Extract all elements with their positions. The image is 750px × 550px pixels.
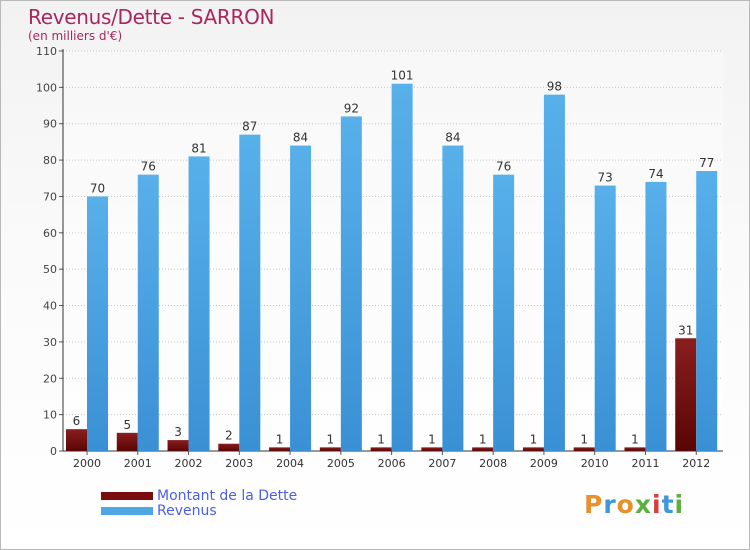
data-label-revenus: 81	[191, 141, 206, 155]
bar-revenus	[543, 94, 565, 452]
y-tick-label: 10	[43, 409, 57, 422]
legend-item-dette: Montant de la Dette	[101, 487, 298, 504]
y-tick-label: 30	[43, 336, 57, 349]
bar-dette	[116, 432, 138, 451]
data-label-revenus: 84	[293, 131, 308, 145]
x-tick-label: 2007	[428, 457, 456, 470]
x-tick-label: 2008	[479, 457, 507, 470]
bar-revenus	[290, 145, 312, 451]
bar-dette	[370, 447, 392, 451]
bar-revenus	[340, 116, 362, 452]
x-tick-label: 2006	[378, 457, 406, 470]
bar-dette	[675, 338, 697, 451]
data-label-revenus: 98	[547, 80, 562, 94]
bar-dette	[218, 443, 240, 451]
y-tick-label: 70	[43, 190, 57, 203]
x-tick-label: 2004	[276, 457, 304, 470]
data-label-revenus: 73	[598, 171, 613, 185]
x-tick-label: 2011	[631, 457, 659, 470]
data-label-revenus: 101	[391, 69, 414, 83]
logo-letter: P	[584, 490, 604, 519]
y-tick-label: 50	[43, 263, 57, 276]
x-tick-label: 2000	[73, 457, 101, 470]
logo-letter: t	[661, 490, 675, 519]
data-label-dette: 3	[174, 425, 182, 439]
data-label-revenus: 84	[445, 131, 460, 145]
bar-revenus	[391, 83, 413, 452]
data-label-revenus: 76	[141, 160, 156, 174]
data-label-dette: 1	[631, 432, 639, 446]
legend-label-dette: Montant de la Dette	[157, 487, 298, 504]
x-tick-label: 2012	[682, 457, 710, 470]
bar-dette	[472, 447, 494, 451]
x-tick-label: 2009	[530, 457, 558, 470]
y-tick-label: 100	[36, 81, 57, 94]
bar-revenus	[696, 171, 718, 451]
bar-revenus	[493, 174, 515, 452]
y-tick-label: 80	[43, 154, 57, 167]
data-label-dette: 31	[678, 323, 693, 337]
data-label-dette: 1	[428, 432, 436, 446]
bar-revenus	[239, 134, 261, 452]
data-label-dette: 1	[479, 432, 487, 446]
logo-letter: i	[652, 490, 662, 519]
bar-dette	[624, 447, 646, 451]
y-tick-label: 60	[43, 227, 57, 240]
data-label-dette: 1	[276, 432, 284, 446]
y-tick-label: 40	[43, 300, 57, 313]
data-label-dette: 1	[377, 432, 385, 446]
x-tick-label: 2003	[225, 457, 253, 470]
y-tick-label: 110	[36, 45, 57, 58]
bar-dette	[319, 447, 341, 451]
data-label-dette: 2	[225, 429, 233, 443]
legend: Montant de la Dette Revenus	[101, 487, 298, 519]
legend-swatch-dette	[101, 491, 153, 500]
x-tick-label: 2002	[175, 457, 203, 470]
legend-item-revenus: Revenus	[101, 502, 297, 519]
bar-revenus	[188, 156, 210, 452]
data-label-revenus: 74	[648, 167, 663, 181]
proxiti-logo: Proxiti	[584, 490, 684, 519]
logo-letter: i	[674, 490, 685, 519]
data-label-revenus: 77	[699, 156, 714, 170]
bar-revenus	[87, 196, 108, 451]
legend-label-revenus: Revenus	[157, 502, 217, 519]
bar-revenus	[594, 185, 616, 451]
data-label-dette: 1	[530, 432, 538, 446]
bar-dette	[66, 429, 87, 451]
data-label-dette: 1	[327, 432, 335, 446]
data-label-revenus: 92	[344, 101, 359, 115]
data-label-dette: 5	[123, 418, 131, 432]
logo-letter: x	[634, 490, 652, 519]
data-label-dette: 1	[580, 432, 588, 446]
x-tick-label: 2001	[124, 457, 152, 470]
data-label-dette: 6	[73, 414, 81, 428]
chart-subtitle: (en milliers d'€)	[28, 29, 123, 43]
logo-letter: o	[616, 490, 635, 519]
chart-title: Revenus/Dette - SARRON	[28, 5, 275, 29]
x-tick-label: 2005	[327, 457, 355, 470]
bar-dette	[269, 447, 291, 451]
x-tick-label: 2010	[581, 457, 609, 470]
logo-letter: r	[603, 490, 617, 519]
bar-dette	[167, 440, 189, 451]
data-label-revenus: 87	[242, 120, 257, 134]
y-tick-label: 20	[43, 372, 57, 385]
bar-dette	[573, 447, 595, 451]
bar-revenus	[137, 174, 159, 452]
data-label-revenus: 70	[90, 181, 105, 195]
bar-dette	[522, 447, 544, 451]
legend-swatch-revenus	[101, 506, 153, 515]
bar-dette	[421, 447, 443, 451]
y-tick-label: 0	[50, 445, 57, 458]
y-tick-label: 90	[43, 118, 57, 131]
bar-revenus	[645, 181, 667, 451]
data-label-revenus: 76	[496, 160, 511, 174]
bar-revenus	[442, 145, 464, 451]
